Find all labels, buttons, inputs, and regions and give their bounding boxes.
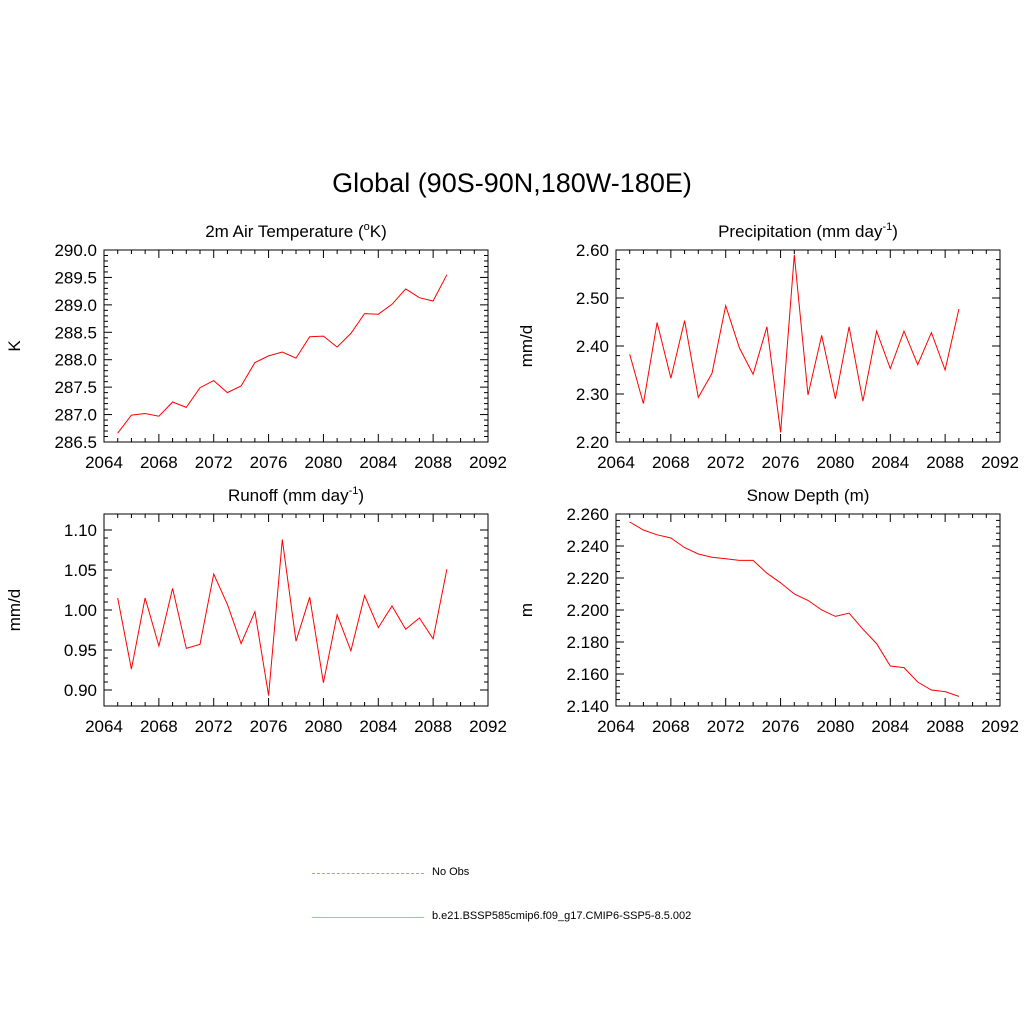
- chart-title-main: Precipitation (mm day: [718, 222, 883, 241]
- x-tick-label: 2064: [597, 453, 635, 472]
- y-tick-label: 1.10: [64, 521, 97, 540]
- chart-title-sup: -1: [882, 221, 892, 233]
- x-tick-label: 2088: [414, 717, 452, 736]
- series-line-prec: [629, 254, 960, 433]
- chart-title: Precipitation (mm day-1): [718, 221, 898, 241]
- y-tick-label: 2.220: [566, 569, 609, 588]
- y-tick-label: 287.5: [54, 378, 97, 397]
- x-tick-label: 2064: [85, 453, 123, 472]
- chart-temp: 2m Air Temperature (oK) K 2064 2068 2072 2076…: [5, 221, 507, 472]
- y-tick-label: 2.260: [566, 505, 609, 524]
- y-tick-label: 2.20: [576, 433, 609, 452]
- x-tick-label: 2072: [707, 717, 745, 736]
- chart-title-end: ): [892, 222, 898, 241]
- x-tick-label: 2076: [762, 453, 800, 472]
- y-tick-label: 2.50: [576, 289, 609, 308]
- x-tick-label: 2092: [469, 717, 507, 736]
- x-tick-label: 2088: [926, 717, 964, 736]
- chart-title-end: K): [370, 222, 387, 241]
- series-line-runoff: [117, 539, 448, 696]
- x-tick-label: 2092: [981, 453, 1019, 472]
- y-tick-label: 287.0: [54, 406, 97, 425]
- y-tick-label: 288.0: [54, 351, 97, 370]
- chart-prec: Precipitation (mm day-1) mm/d 2064 2068 2072…: [517, 221, 1019, 472]
- x-tick-label: 2080: [817, 453, 855, 472]
- y-tick-label: 0.95: [64, 641, 97, 660]
- x-tick-label: 2072: [195, 453, 233, 472]
- chart-title-end: ): [358, 486, 364, 505]
- plot-frame: [615, 249, 1001, 443]
- plot-frame: [615, 513, 1001, 707]
- x-tick-label: 2088: [414, 453, 452, 472]
- chart-title-main: 2m Air Temperature (: [205, 222, 364, 241]
- x-tick-label: 2068: [652, 453, 690, 472]
- y-axis-label: mm/d: [517, 325, 536, 368]
- chart-title-sup: -1: [349, 485, 359, 497]
- y-tick-label: 1.00: [64, 601, 97, 620]
- x-tick-label: 2084: [359, 453, 397, 472]
- page-title: Global (90S-90N,180W-180E): [332, 168, 692, 198]
- y-axis-label: mm/d: [5, 589, 24, 632]
- y-tick-label: 289.5: [54, 268, 97, 287]
- x-tick-label: 2064: [85, 717, 123, 736]
- x-tick-label: 2080: [305, 453, 343, 472]
- x-tick-label: 2084: [871, 453, 909, 472]
- y-tick-label: 2.140: [566, 697, 609, 716]
- legend-swatch-model: [312, 917, 424, 918]
- y-tick-label: 2.30: [576, 385, 609, 404]
- y-tick-label: 2.160: [566, 665, 609, 684]
- chart-title-main: Runoff (mm day: [228, 486, 349, 505]
- chart-runoff: Runoff (mm day-1) mm/d 2064 2068 2072 2076 208…: [5, 485, 507, 736]
- y-axis-label: m: [517, 603, 536, 617]
- chart-title-sup: o: [364, 221, 370, 233]
- y-tick-label: 2.240: [566, 537, 609, 556]
- y-tick-label: 0.90: [64, 681, 97, 700]
- x-tick-label: 2092: [981, 717, 1019, 736]
- chart-snow: Snow Depth (m) m 2064 2068 2072 2076 2080 2084 2…: [517, 486, 1019, 736]
- x-tick-label: 2076: [250, 717, 288, 736]
- x-tick-label: 2076: [250, 453, 288, 472]
- y-tick-label: 286.5: [54, 433, 97, 452]
- x-tick-label: 2064: [597, 717, 635, 736]
- x-tick-label: 2080: [817, 717, 855, 736]
- x-tick-label: 2072: [195, 717, 233, 736]
- chart-title: Runoff (mm day-1): [228, 485, 364, 505]
- y-tick-label: 289.0: [54, 296, 97, 315]
- series-line-snow: [629, 521, 960, 697]
- legend-label-obs: No Obs: [432, 866, 470, 878]
- chart-title: 2m Air Temperature (oK): [205, 221, 387, 241]
- legend-swatch-obs: [312, 873, 424, 874]
- x-tick-label: 2088: [926, 453, 964, 472]
- chart-title: Snow Depth (m): [747, 486, 870, 505]
- legend-label-model: b.e21.BSSP585cmip6.f09_g17.CMIP6-SSP5-8.…: [432, 910, 692, 922]
- y-tick-label: 2.200: [566, 601, 609, 620]
- y-tick-label: 2.180: [566, 633, 609, 652]
- y-tick-label: 2.60: [576, 241, 609, 260]
- x-tick-label: 2068: [140, 717, 178, 736]
- x-tick-label: 2080: [305, 717, 343, 736]
- y-axis-label: K: [5, 340, 24, 352]
- chart-title-main: Snow Depth (m): [747, 486, 870, 505]
- y-tick-label: 2.40: [576, 337, 609, 356]
- x-tick-label: 2076: [762, 717, 800, 736]
- y-tick-label: 290.0: [54, 241, 97, 260]
- y-tick-label: 1.05: [64, 561, 97, 580]
- x-tick-label: 2068: [652, 717, 690, 736]
- x-tick-label: 2092: [469, 453, 507, 472]
- x-tick-label: 2084: [871, 717, 909, 736]
- plot-frame: [103, 513, 489, 707]
- series-line-temp: [117, 274, 448, 434]
- y-tick-label: 288.5: [54, 323, 97, 342]
- x-tick-label: 2068: [140, 453, 178, 472]
- x-tick-label: 2084: [359, 717, 397, 736]
- x-tick-label: 2072: [707, 453, 745, 472]
